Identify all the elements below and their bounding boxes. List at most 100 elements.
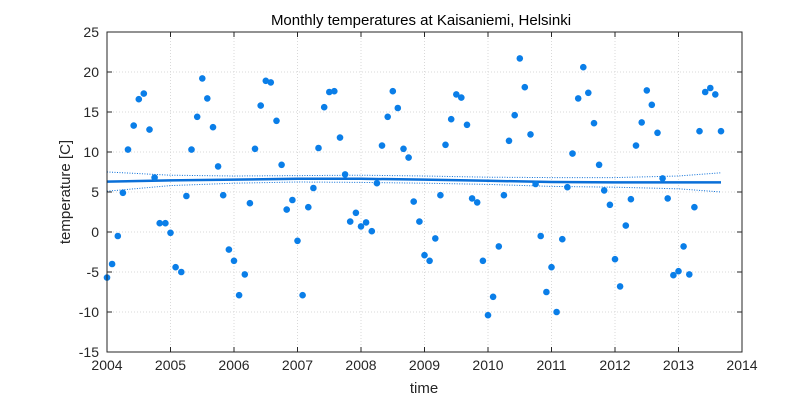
data-point (124, 146, 132, 153)
data-point (559, 235, 566, 243)
data-point (432, 235, 439, 242)
data-point (389, 87, 397, 95)
data-point (331, 87, 338, 95)
data-point (543, 288, 550, 296)
data-point (209, 123, 217, 131)
data-point (368, 227, 376, 235)
y-tick-label: -15 (79, 344, 99, 360)
data-point (225, 246, 233, 253)
data-point (400, 145, 407, 153)
data-point (505, 137, 513, 145)
grid-lines (107, 32, 742, 352)
data-point (622, 222, 630, 229)
data-point (146, 126, 153, 133)
data-point (151, 174, 158, 181)
data-point (188, 146, 195, 153)
data-point (193, 113, 201, 121)
data-point (701, 88, 709, 96)
x-axis-ticks: 2004 2005 2006 2007 2008 2009 2010 2011 2012 2013… (91, 32, 758, 373)
data-point (670, 271, 677, 279)
data-point (156, 219, 163, 227)
y-tick-label: -10 (79, 304, 99, 320)
y-tick-label: 0 (91, 224, 99, 240)
data-point (305, 203, 312, 211)
data-point (595, 161, 603, 169)
data-point (537, 232, 544, 240)
data-point (278, 161, 285, 169)
data-point (463, 121, 471, 129)
data-point (119, 189, 127, 197)
data-point (199, 75, 206, 82)
data-point (341, 171, 349, 178)
data-point (326, 88, 333, 96)
data-point (384, 113, 392, 121)
data-point (108, 260, 116, 268)
data-point (246, 199, 254, 207)
data-point (362, 219, 370, 226)
data-point (495, 243, 503, 250)
data-point (241, 271, 249, 278)
y-tick-label: 10 (83, 144, 99, 160)
data-point (230, 257, 238, 265)
data-point (521, 83, 529, 91)
y-tick-label: 25 (83, 24, 99, 40)
data-point (114, 232, 122, 240)
data-point (442, 141, 449, 149)
data-point (251, 145, 259, 153)
x-axis-label: time (410, 380, 438, 397)
x-tick-label: 2012 (599, 357, 630, 373)
data-point (262, 77, 270, 85)
data-point (580, 63, 587, 71)
y-tick-label: 5 (91, 184, 99, 200)
data-point (135, 95, 143, 103)
data-point (648, 101, 656, 109)
data-point (548, 263, 555, 271)
data-point (172, 263, 179, 271)
trend-line-group (106, 177, 721, 184)
x-tick-label: 2008 (345, 357, 376, 373)
data-point (405, 154, 412, 161)
data-point (416, 218, 423, 225)
data-point (336, 134, 344, 141)
data-point (574, 95, 582, 102)
y-tick-label: -5 (87, 264, 100, 280)
data-point (378, 142, 386, 149)
data-point (299, 291, 306, 299)
data-point (294, 237, 301, 245)
x-tick-label: 2009 (409, 357, 440, 373)
data-point (357, 223, 365, 230)
data-point (638, 119, 645, 126)
data-point (606, 201, 614, 209)
y-tick-label: 15 (83, 104, 99, 120)
data-point (421, 251, 428, 259)
data-point (473, 199, 481, 206)
x-tick-label: 2013 (663, 357, 694, 373)
data-point (654, 129, 661, 137)
data-point (257, 102, 265, 109)
data-point (219, 191, 227, 199)
data-point (140, 90, 148, 97)
data-point (346, 218, 354, 225)
data-point (410, 198, 418, 205)
data-point (680, 243, 687, 250)
trend-lower-bound (106, 181, 722, 193)
data-point (511, 111, 518, 119)
y-axis-label: temperature [C] (57, 140, 74, 244)
trend-upper-bound (106, 171, 722, 179)
data-point (632, 142, 640, 149)
data-point (214, 163, 222, 170)
data-point (479, 257, 487, 265)
data-point (273, 117, 280, 125)
data-point (426, 257, 433, 265)
data-point (458, 94, 465, 101)
data-point (664, 195, 671, 202)
data-point (643, 87, 651, 94)
data-point (447, 115, 455, 123)
x-tick-label: 2004 (91, 357, 122, 373)
data-point (659, 175, 666, 182)
data-point (569, 150, 576, 157)
data-point (183, 192, 190, 200)
data-point (500, 191, 508, 199)
data-points (103, 55, 725, 319)
data-point (717, 127, 725, 135)
